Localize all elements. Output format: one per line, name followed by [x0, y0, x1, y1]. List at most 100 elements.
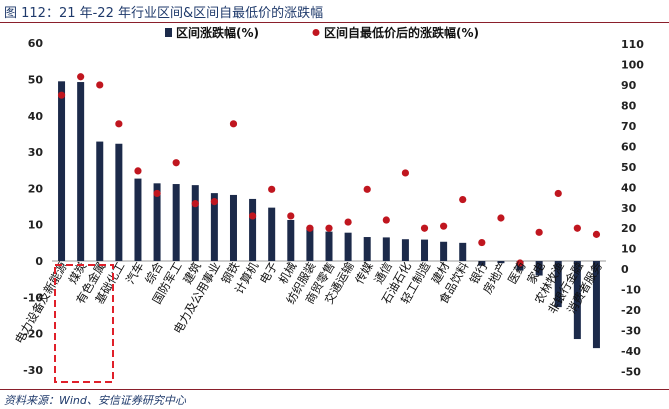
right-axis-tick: -20 — [621, 304, 641, 317]
category-label: 电子 — [257, 260, 281, 287]
dot — [172, 159, 180, 167]
right-axis-tick: 40 — [621, 181, 637, 194]
right-axis-tick: -50 — [621, 366, 641, 379]
right-axis-tick: -10 — [621, 284, 641, 297]
dot — [344, 218, 352, 226]
bar — [363, 237, 371, 261]
right-axis-tick: 90 — [621, 79, 637, 92]
category-label: 传媒 — [352, 259, 376, 286]
bar — [153, 183, 161, 261]
bar — [478, 261, 486, 266]
right-axis-tick: 50 — [621, 161, 637, 174]
dot — [210, 198, 218, 206]
dot — [401, 169, 410, 177]
dot — [325, 224, 333, 232]
dot — [554, 189, 562, 198]
right-axis-tick: 110 — [621, 38, 644, 51]
left-axis-tick: -30 — [23, 364, 43, 377]
left-axis-tick: 40 — [28, 110, 44, 123]
dot — [478, 238, 486, 247]
dot — [306, 224, 314, 232]
dot — [287, 212, 295, 220]
chart-legend: 区间涨跌幅(%) 区间自最低价后的涨跌幅(%) — [165, 25, 479, 40]
dot — [440, 222, 448, 230]
bar — [210, 193, 218, 261]
right-axis-tick: 30 — [621, 202, 637, 215]
right-axis-tick: -40 — [621, 345, 641, 358]
dot — [363, 185, 371, 193]
left-axis-tick: -20 — [23, 328, 43, 341]
dot — [191, 200, 199, 208]
right-axis-tick: 100 — [621, 58, 644, 71]
bar — [592, 261, 600, 349]
dot-series — [57, 73, 601, 267]
legend-dot-swatch — [312, 29, 320, 36]
category-label: 医药 — [505, 260, 529, 287]
right-axis-tick: 20 — [621, 222, 637, 235]
bar — [172, 184, 180, 261]
bar — [249, 198, 257, 261]
bar — [325, 231, 333, 261]
dot — [516, 259, 524, 267]
bar — [134, 178, 142, 261]
dot — [535, 228, 543, 236]
left-axis-tick: 20 — [28, 182, 44, 195]
dot — [592, 230, 601, 238]
dot — [96, 81, 104, 89]
dot — [229, 120, 238, 128]
dot — [420, 224, 429, 232]
dot — [382, 216, 390, 224]
bar — [96, 141, 104, 261]
figure-title: 图 112：21 年-22 年行业区间&区间自最低价的涨跌幅 — [4, 6, 324, 21]
bar — [573, 261, 581, 340]
right-axis-tick: 70 — [621, 120, 637, 133]
bar — [77, 82, 85, 261]
legend-bar-swatch — [165, 28, 172, 37]
highlight-box — [54, 264, 114, 383]
left-axis-tick: 0 — [35, 255, 43, 268]
bar — [459, 242, 467, 261]
left-axis-tick: -10 — [23, 291, 43, 304]
footer-rule — [0, 389, 669, 390]
bar — [344, 232, 352, 261]
title-rule — [0, 22, 669, 23]
dot — [57, 91, 66, 99]
bar — [440, 241, 448, 261]
right-axis-tick: 60 — [621, 140, 637, 153]
right-axis-tick: 10 — [621, 243, 637, 256]
right-axis-tick: 0 — [621, 263, 629, 276]
left-axis-tick: 10 — [28, 219, 44, 232]
legend-dot-label: 区间自最低价后的涨跌幅(%) — [324, 25, 479, 40]
dot — [77, 73, 85, 81]
left-axis-tick: 60 — [28, 37, 44, 50]
dot — [268, 185, 276, 193]
legend-bar-label: 区间涨跌幅(%) — [176, 25, 259, 40]
bar — [191, 185, 199, 261]
dot — [248, 212, 257, 220]
bar-series — [58, 81, 600, 349]
bar — [401, 239, 409, 261]
bar-and-dot-chart: 区间涨跌幅(%) 区间自最低价后的涨跌幅(%) -30 -20 -10 0 10 20 30… — [12, 25, 644, 383]
right-axis-tick: 80 — [621, 99, 637, 112]
dot — [134, 167, 142, 175]
figure-title-bar: 图 112：21 年-22 年行业区间&区间自最低价的涨跌幅 — [0, 0, 669, 22]
bar — [497, 261, 505, 264]
left-axis-tick: 30 — [28, 146, 44, 159]
bar — [229, 194, 237, 261]
bar — [58, 81, 66, 261]
dot — [573, 224, 581, 232]
dot — [497, 214, 505, 222]
bar — [115, 143, 123, 261]
right-axis-tick: -30 — [621, 325, 641, 338]
left-axis-tick: 50 — [28, 74, 44, 87]
bar — [554, 261, 562, 308]
dot — [153, 189, 161, 198]
dot — [115, 120, 123, 128]
dot — [459, 195, 467, 204]
bar — [268, 207, 276, 261]
bar — [382, 237, 390, 261]
bar — [306, 227, 314, 261]
bar — [287, 219, 295, 261]
bar — [421, 239, 429, 261]
bar — [535, 261, 543, 276]
